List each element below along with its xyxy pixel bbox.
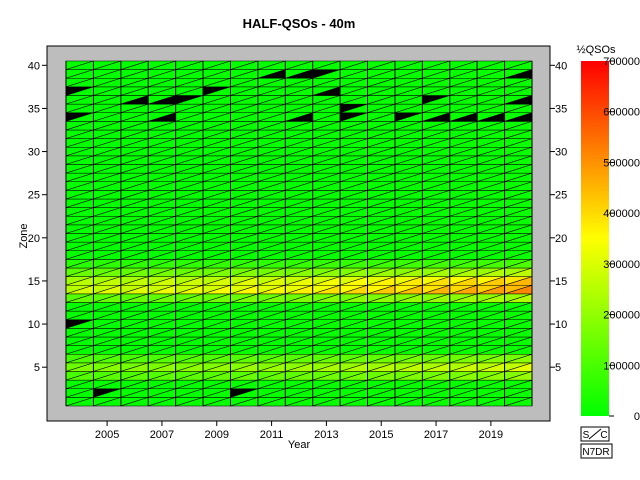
colorbar-tick-label: 200000	[603, 310, 640, 322]
colorbar-tick-label: 100000	[603, 360, 640, 372]
colorbar-tick-label: 300000	[603, 259, 640, 271]
year-separators	[65, 61, 533, 406]
y-tick-label: 40	[28, 60, 40, 72]
author-badge: N7DR	[580, 443, 613, 459]
y-tick-label-right: 25	[555, 190, 567, 202]
author-badge-text: N7DR	[582, 447, 609, 458]
x-axis-ticks: 2005 2007 2009 2011 2013 2015 2017 2019	[95, 421, 503, 441]
colorbar-label: ½QSOs	[576, 44, 616, 56]
y-tick-label-right: 40	[555, 60, 567, 72]
y-tick-label: 10	[28, 319, 40, 331]
y-tick-label-right: 5	[555, 362, 561, 374]
y-tick-label-right: 35	[555, 103, 567, 115]
sc-badge: S C	[580, 426, 610, 442]
y-tick-label-right: 15	[555, 276, 567, 288]
colorbar-tick-label: 400000	[603, 208, 640, 220]
y-tick-label: 5	[34, 362, 40, 374]
sc-badge-left: S	[583, 430, 590, 441]
y-axis-ticks-right: 5 10 15 20 25 30 35 40	[550, 60, 567, 374]
x-tick-label: 2005	[95, 429, 119, 441]
x-tick-label: 2013	[314, 429, 338, 441]
y-tick-label: 20	[28, 233, 40, 245]
colorbar-tick-label: 600000	[603, 107, 640, 119]
colorbar-tick-label: 500000	[603, 157, 640, 169]
colorbar-ticks: 0 100000 200000 300000 400000 500000 600000 700…	[603, 56, 640, 423]
colorbar-tick-label: 0	[634, 411, 640, 423]
x-tick-label: 2007	[150, 429, 174, 441]
y-axis-label: Zone	[18, 223, 30, 248]
x-tick-label: 2011	[260, 429, 284, 441]
colorbar-tick-label: 700000	[603, 56, 640, 68]
y-tick-label-right: 10	[555, 319, 567, 331]
y-tick-label: 30	[28, 147, 40, 159]
y-axis-ticks-left: 5 10 15 20 25 30 35 40	[28, 60, 47, 374]
y-tick-label-right: 20	[555, 233, 567, 245]
x-tick-label: 2009	[205, 429, 229, 441]
sc-badge-right: C	[600, 430, 607, 441]
y-tick-label: 15	[28, 276, 40, 288]
y-tick-label: 35	[28, 103, 40, 115]
x-tick-label: 2015	[369, 429, 393, 441]
x-tick-label: 2019	[479, 429, 503, 441]
y-tick-label-right: 30	[555, 147, 567, 159]
colorbar	[581, 61, 609, 416]
x-tick-label: 2017	[424, 429, 448, 441]
heatmap-cells	[65, 60, 533, 407]
chart-title: HALF-QSOs - 40m	[243, 16, 356, 31]
y-tick-label: 25	[28, 190, 40, 202]
x-axis-label: Year	[288, 439, 311, 451]
